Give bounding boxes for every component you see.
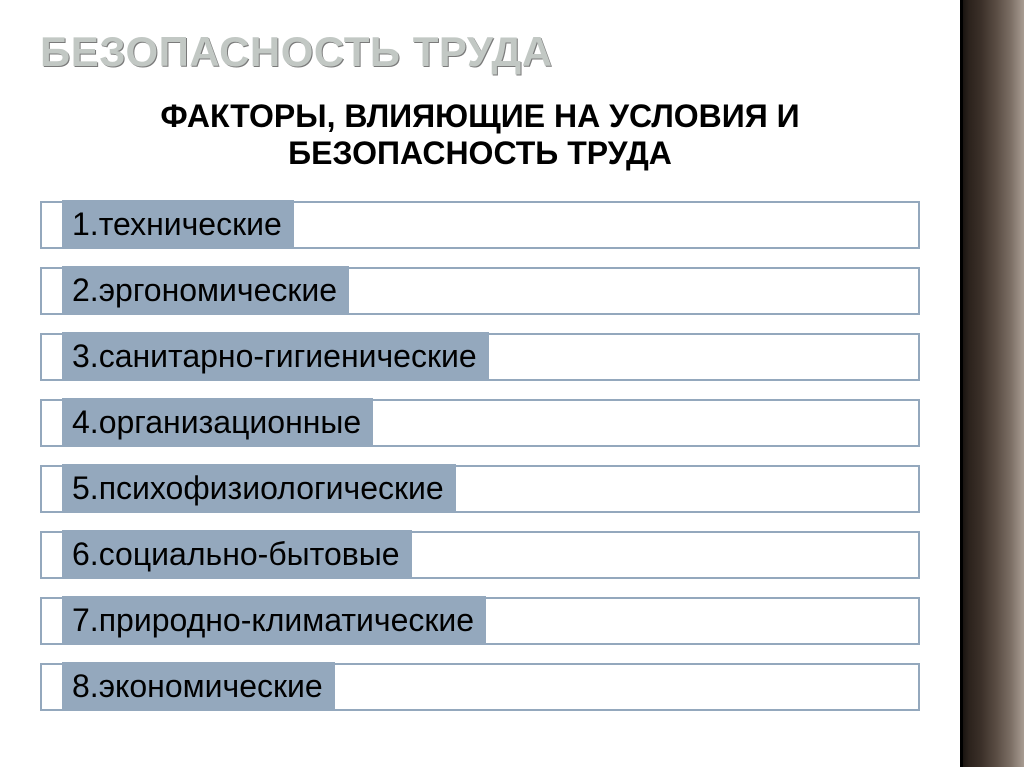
- item-label: 3.санитарно-гигиенические: [62, 332, 489, 381]
- factors-list: 1.технические 2.эргономические 3.санитар…: [40, 192, 920, 720]
- bracket-left-icon: [40, 597, 62, 645]
- list-item: 6.социально-бытовые: [40, 522, 920, 588]
- bracket-right-icon: [335, 663, 920, 711]
- slide-content: БЕЗОПАСНОСТЬ ТРУДА ФАКТОРЫ, ВЛИЯЮЩИЕ НА …: [0, 0, 960, 767]
- bracket-left-icon: [40, 333, 62, 381]
- bracket-left-icon: [40, 465, 62, 513]
- bracket-right-icon: [489, 333, 920, 381]
- slide-subtitle: ФАКТОРЫ, ВЛИЯЮЩИЕ НА УСЛОВИЯ И БЕЗОПАСНО…: [40, 98, 920, 172]
- bracket-right-icon: [456, 465, 920, 513]
- item-label: 5.психофизиологические: [62, 464, 456, 513]
- bracket-right-icon: [486, 597, 920, 645]
- list-item: 3.санитарно-гигиенические: [40, 324, 920, 390]
- decorative-side-strip: [960, 0, 1024, 767]
- list-item: 5.психофизиологические: [40, 456, 920, 522]
- list-item: 7.природно-климатические: [40, 588, 920, 654]
- item-label: 6.социально-бытовые: [62, 530, 412, 579]
- bracket-left-icon: [40, 531, 62, 579]
- item-label: 4.организационные: [62, 398, 373, 447]
- bracket-left-icon: [40, 267, 62, 315]
- list-item: 4.организационные: [40, 390, 920, 456]
- bracket-right-icon: [294, 201, 920, 249]
- item-label: 7.природно-климатические: [62, 596, 486, 645]
- list-item: 2.эргономические: [40, 258, 920, 324]
- bracket-right-icon: [349, 267, 920, 315]
- bracket-left-icon: [40, 201, 62, 249]
- bracket-right-icon: [373, 399, 920, 447]
- bracket-left-icon: [40, 399, 62, 447]
- list-item: 1.технические: [40, 192, 920, 258]
- list-item: 8.экономические: [40, 654, 920, 720]
- item-label: 8.экономические: [62, 662, 335, 711]
- bracket-left-icon: [40, 663, 62, 711]
- item-label: 1.технические: [62, 200, 294, 249]
- item-label: 2.эргономические: [62, 266, 349, 315]
- slide-title: БЕЗОПАСНОСТЬ ТРУДА: [40, 28, 920, 76]
- bracket-right-icon: [412, 531, 920, 579]
